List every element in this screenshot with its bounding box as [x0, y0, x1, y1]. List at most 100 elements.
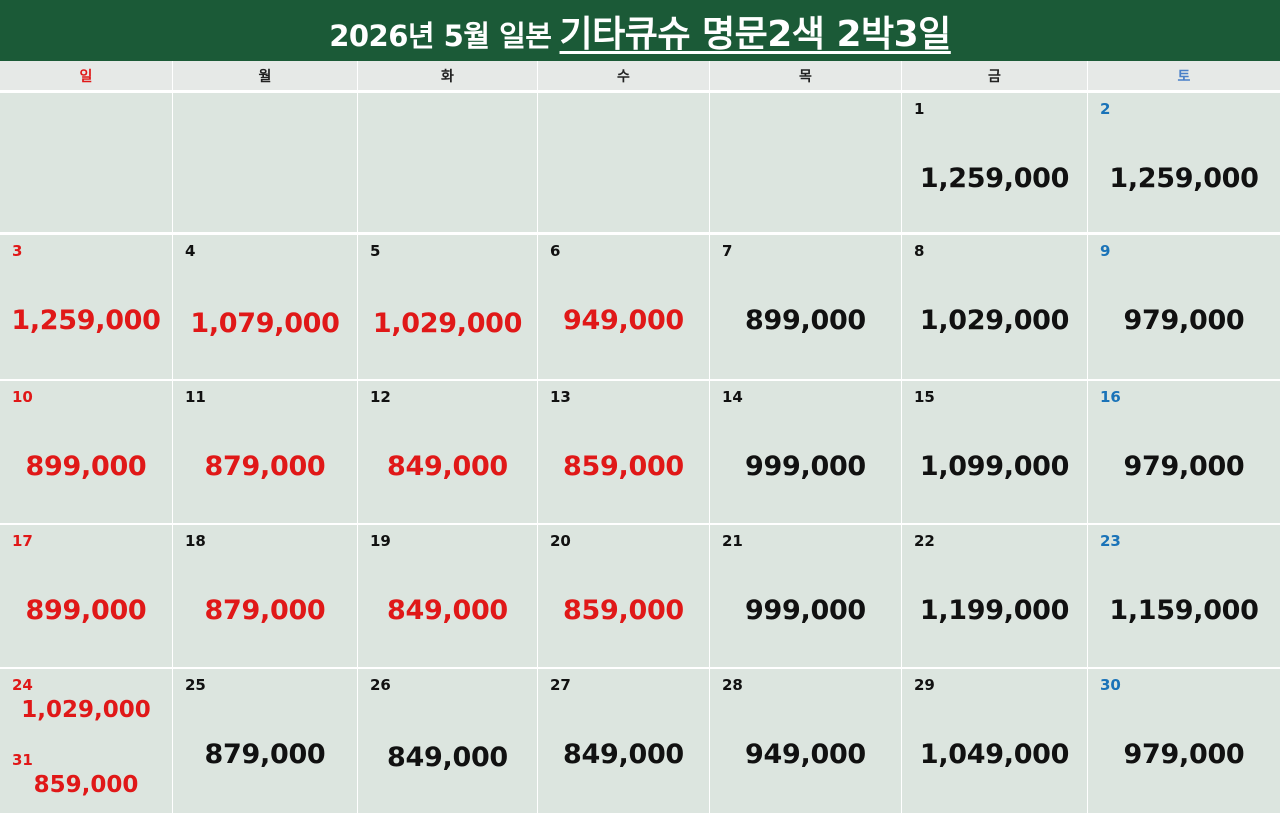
day-number: 7: [722, 242, 733, 260]
calendar-cell[interactable]: 4 1,079,000: [173, 235, 357, 379]
page-title: 2026년 5월 일본 기타큐슈 명문2색 2박3일: [329, 5, 951, 57]
calendar-cell[interactable]: 8 1,029,000: [902, 235, 1087, 379]
day-number: 20: [550, 532, 571, 550]
day-number: 4: [185, 242, 196, 260]
price: 859,000: [563, 451, 684, 482]
calendar-cell[interactable]: 28 949,000: [710, 669, 901, 813]
calendar: 일 월 화 수 목 금 토 1 1,259,000 2 1,259,000 3 …: [0, 61, 1280, 813]
calendar-cell[interactable]: 2 1,259,000: [1088, 93, 1280, 232]
day-number: 24: [12, 676, 33, 694]
title-highlight: 기타큐슈 명문2색 2박3일: [559, 13, 952, 55]
calendar-cell-empty: [358, 93, 537, 232]
day-number: 3: [12, 242, 23, 260]
day-number: 29: [914, 676, 935, 694]
calendar-cell[interactable]: 15 1,099,000: [902, 381, 1087, 523]
price: 1,259,000: [1109, 163, 1259, 194]
day-number: 8: [914, 242, 925, 260]
calendar-cell[interactable]: 17 899,000: [0, 525, 172, 667]
price: 1,029,000: [21, 697, 151, 723]
calendar-cell[interactable]: 24 1,029,000 31 859,000: [0, 669, 172, 813]
calendar-cell[interactable]: 16 979,000: [1088, 381, 1280, 523]
calendar-cell[interactable]: 21 999,000: [710, 525, 901, 667]
calendar-cell[interactable]: 29 1,049,000: [902, 669, 1087, 813]
day-number: 15: [914, 388, 935, 406]
calendar-cell[interactable]: 12 849,000: [358, 381, 537, 523]
calendar-cell[interactable]: 6 949,000: [538, 235, 709, 379]
day-number: 9: [1100, 242, 1111, 260]
weekday-sat: 토: [1088, 61, 1280, 90]
calendar-cell[interactable]: 11 879,000: [173, 381, 357, 523]
price: 949,000: [563, 305, 684, 336]
price: 1,259,000: [11, 305, 161, 336]
price: 879,000: [204, 595, 326, 626]
day-number: 19: [370, 532, 391, 550]
price: 1,259,000: [919, 163, 1070, 194]
price: 849,000: [387, 742, 508, 773]
day-number: 5: [370, 242, 381, 260]
day-number: 26: [370, 676, 391, 694]
day-number: 11: [185, 388, 206, 406]
title-main: 2026년 5월 일본: [329, 18, 552, 53]
day-number: 12: [370, 388, 391, 406]
price: 859,000: [33, 772, 139, 798]
calendar-cell[interactable]: 14 999,000: [710, 381, 901, 523]
price: 879,000: [204, 739, 326, 770]
price: 949,000: [745, 739, 866, 770]
price: 899,000: [25, 595, 147, 626]
day-number: 30: [1100, 676, 1121, 694]
price: 999,000: [745, 595, 866, 626]
calendar-cell[interactable]: 18 879,000: [173, 525, 357, 667]
day-number: 13: [550, 388, 571, 406]
header-bar: 2026년 5월 일본 기타큐슈 명문2색 2박3일: [0, 0, 1280, 61]
day-number: 14: [722, 388, 743, 406]
weekday-thu: 목: [710, 61, 901, 90]
calendar-cell-empty: [538, 93, 709, 232]
day-number: 27: [550, 676, 571, 694]
calendar-cell-empty: [0, 93, 172, 232]
weekday-tue: 화: [358, 61, 537, 90]
price: 979,000: [1123, 305, 1245, 336]
weekday-sun: 일: [0, 61, 172, 90]
calendar-cell[interactable]: 3 1,259,000: [0, 235, 172, 379]
price: 1,099,000: [919, 451, 1070, 482]
day-number: 31: [12, 751, 33, 769]
price: 979,000: [1123, 451, 1245, 482]
weekday-mon: 월: [173, 61, 357, 90]
day-number: 2: [1100, 100, 1111, 118]
calendar-cell[interactable]: 10 899,000: [0, 381, 172, 523]
calendar-cell[interactable]: 5 1,029,000: [358, 235, 537, 379]
price: 1,029,000: [919, 305, 1070, 336]
calendar-cell[interactable]: 13 859,000: [538, 381, 709, 523]
price: 1,079,000: [190, 308, 340, 339]
price: 1,029,000: [372, 308, 523, 339]
day-number: 23: [1100, 532, 1121, 550]
calendar-cell[interactable]: 7 899,000: [710, 235, 901, 379]
day-number: 25: [185, 676, 206, 694]
price: 1,159,000: [1109, 595, 1259, 626]
calendar-cell[interactable]: 9 979,000: [1088, 235, 1280, 379]
calendar-cell[interactable]: 30 979,000: [1088, 669, 1280, 813]
calendar-cell-empty: [173, 93, 357, 232]
calendar-cell[interactable]: 22 1,199,000: [902, 525, 1087, 667]
day-number: 17: [12, 532, 33, 550]
calendar-cell[interactable]: 25 879,000: [173, 669, 357, 813]
weekday-wed: 수: [538, 61, 709, 90]
calendar-cell[interactable]: 1 1,259,000: [902, 93, 1087, 232]
calendar-cell-empty: [710, 93, 901, 232]
calendar-cell[interactable]: 20 859,000: [538, 525, 709, 667]
day-number: 16: [1100, 388, 1121, 406]
day-number: 28: [722, 676, 743, 694]
calendar-cell[interactable]: 19 849,000: [358, 525, 537, 667]
weekday-fri: 금: [902, 61, 1087, 90]
price: 899,000: [25, 451, 147, 482]
day-number: 22: [914, 532, 935, 550]
price: 849,000: [563, 739, 684, 770]
calendar-cell[interactable]: 23 1,159,000: [1088, 525, 1280, 667]
day-number: 1: [914, 100, 925, 118]
price: 849,000: [387, 595, 508, 626]
price: 899,000: [745, 305, 866, 336]
calendar-cell[interactable]: 27 849,000: [538, 669, 709, 813]
price: 1,049,000: [919, 739, 1070, 770]
calendar-cell[interactable]: 26 849,000: [358, 669, 537, 813]
price: 849,000: [387, 451, 508, 482]
